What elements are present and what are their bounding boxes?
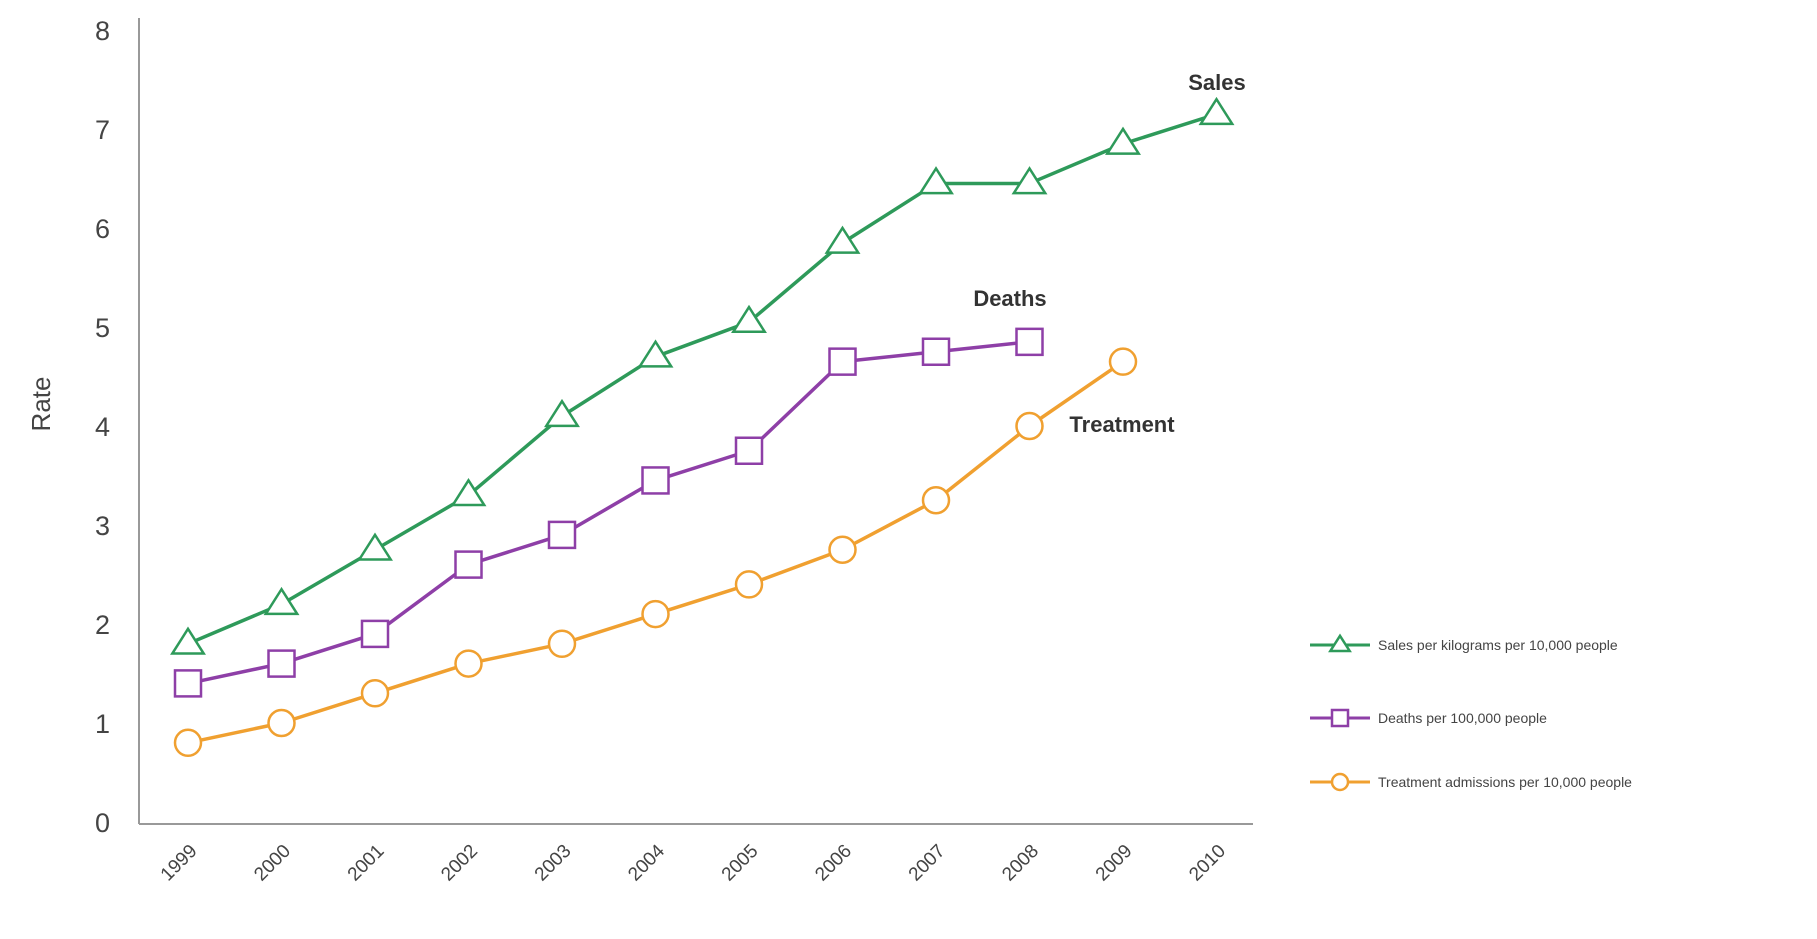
data-point: [360, 619, 390, 649]
x-tick-label: 2000: [250, 841, 295, 886]
x-tick-label: 2006: [811, 841, 856, 886]
legend-item: Treatment admissions per 10,000 people: [1310, 772, 1632, 792]
x-tick-label: 2009: [1092, 841, 1137, 886]
data-point: [918, 166, 954, 195]
data-point: [731, 304, 767, 334]
x-tick-label: 2001: [344, 841, 389, 886]
legend: Sales per kilograms per 10,000 people Dea…: [1310, 633, 1632, 792]
x-axis-ticks: 1999 2000 2001 2002 2003 2004 2005 2006 2007 2008…: [157, 840, 1230, 885]
y-tick-label: 6: [95, 214, 110, 244]
data-point: [828, 535, 857, 564]
data-point: [734, 570, 764, 599]
x-tick-label: 2007: [905, 841, 950, 886]
data-point: [267, 708, 296, 738]
y-tick-label: 8: [95, 16, 110, 46]
data-point: [547, 520, 577, 550]
series-0: [170, 96, 1235, 655]
x-tick-label: 2005: [718, 841, 763, 886]
data-point: [454, 550, 483, 579]
x-tick-label: 2003: [531, 841, 576, 886]
data-point: [1108, 347, 1138, 376]
x-tick-label: 1999: [157, 841, 202, 886]
data-point: [637, 339, 674, 368]
y-axis-ticks: 0 1 2 3 4 5 6 7 8: [95, 16, 110, 838]
data-point: [1015, 411, 1044, 441]
data-point: [170, 626, 206, 655]
data-point: [921, 337, 951, 366]
data-point: [824, 225, 861, 254]
y-axis-title: Rate: [26, 377, 56, 432]
data-point: [547, 629, 577, 659]
y-tick-label: 4: [95, 412, 110, 442]
series-group: [170, 96, 1235, 758]
series-label: Deaths: [973, 286, 1046, 311]
data-point: [734, 436, 764, 465]
data-point: [267, 649, 296, 678]
series-2: [173, 347, 1138, 758]
data-point: [1015, 327, 1044, 357]
data-point: [1328, 633, 1352, 653]
series-label: Sales: [1188, 70, 1246, 95]
data-point: [357, 532, 393, 561]
x-tick-label: 2004: [624, 840, 669, 885]
data-point: [173, 669, 203, 698]
legend-label: Deaths per 100,000 people: [1378, 710, 1547, 726]
data-point: [641, 599, 670, 629]
data-point: [641, 466, 670, 495]
x-tick-label: 2002: [437, 841, 482, 886]
data-point: [1330, 772, 1350, 792]
y-tick-label: 1: [95, 709, 110, 739]
data-point: [921, 486, 951, 515]
data-point: [173, 728, 203, 758]
y-tick-label: 5: [95, 313, 110, 343]
data-point: [450, 478, 487, 507]
data-point: [828, 347, 857, 376]
data-point: [1198, 96, 1235, 126]
series-label: Treatment: [1069, 412, 1175, 437]
data-point: [360, 679, 390, 708]
y-tick-label: 7: [95, 115, 110, 145]
data-point: [454, 649, 483, 678]
series-line: [187, 112, 1218, 646]
data-point: [263, 586, 300, 616]
y-tick-label: 0: [95, 808, 110, 838]
data-point: [544, 398, 580, 428]
x-tick-label: 2010: [1185, 841, 1230, 886]
series-line: [187, 340, 1030, 686]
series-line: [187, 360, 1124, 745]
data-point: [1330, 708, 1350, 728]
legend-item: Sales per kilograms per 10,000 people: [1310, 633, 1618, 653]
y-tick-label: 2: [95, 610, 110, 640]
x-tick-label: 2008: [998, 841, 1043, 886]
legend-label: Treatment admissions per 10,000 people: [1378, 774, 1632, 790]
series-labels: Sales Deaths Treatment: [973, 70, 1245, 437]
legend-label: Sales per kilograms per 10,000 people: [1378, 637, 1618, 653]
data-point: [1011, 166, 1048, 195]
legend-item: Deaths per 100,000 people: [1310, 708, 1547, 728]
y-tick-label: 3: [95, 511, 110, 541]
data-point: [1105, 126, 1141, 155]
series-1: [173, 327, 1044, 698]
